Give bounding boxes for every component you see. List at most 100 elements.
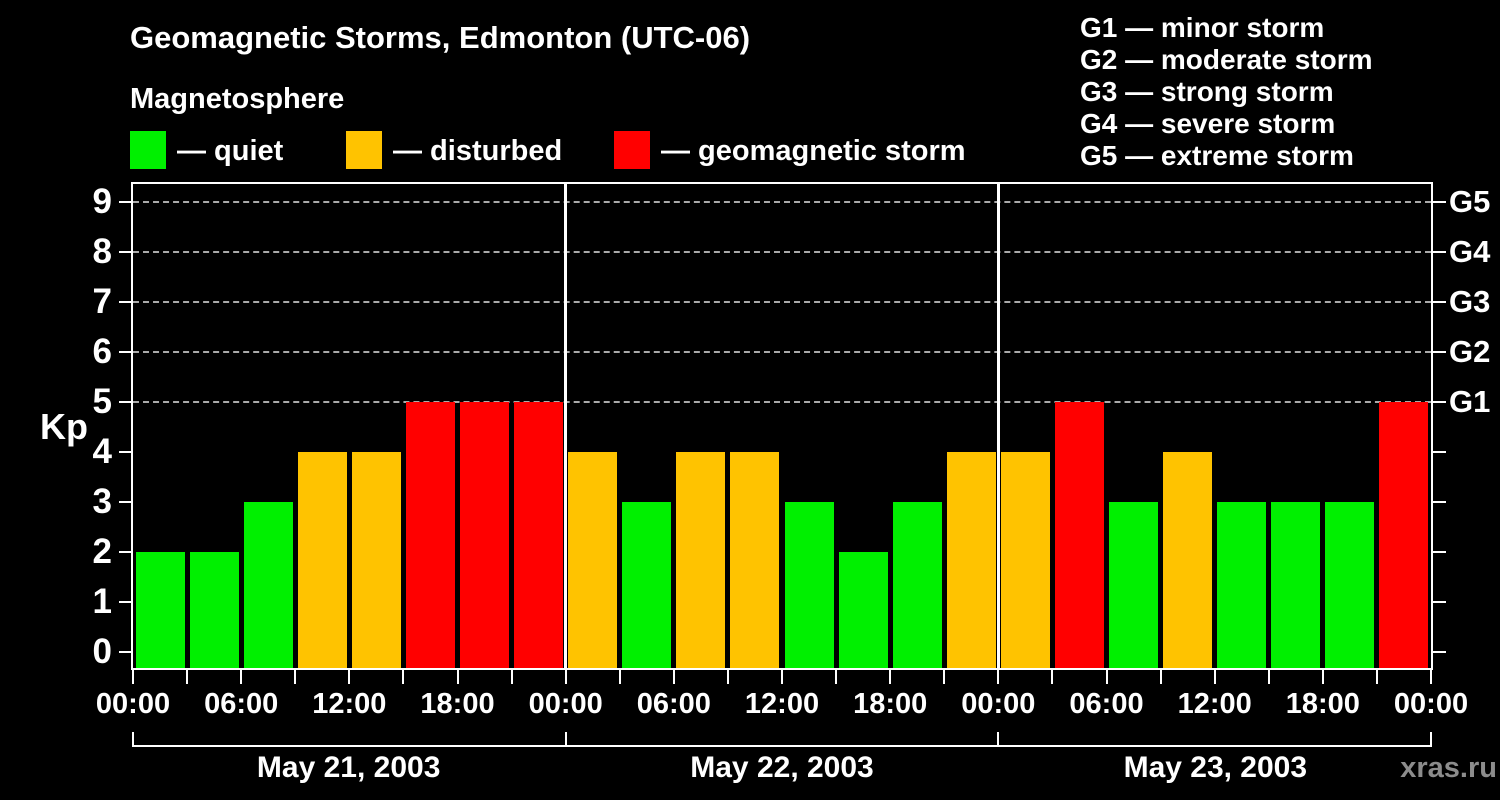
x-axis-label: 12:00 [312,688,387,720]
date-bracket [132,745,1432,747]
x-axis-label: 18:00 [853,688,928,720]
kp-bar [1109,502,1159,668]
kp-bar [730,452,780,668]
legend-label-quiet: — quiet [177,135,284,167]
kp-bar [514,402,564,668]
kp-bar [622,502,672,668]
kp-bar [460,402,510,668]
right-axis-tick [1433,351,1446,353]
x-axis-tick [348,670,351,684]
y-axis-label: 8 [92,232,112,271]
date-bracket-tick [997,732,1000,747]
x-axis-tick [132,670,134,684]
grid-line-kp9 [133,201,1431,203]
y-axis-title: Kp [40,406,88,447]
kp-bar [1271,502,1321,668]
x-axis-tick [1051,670,1054,684]
kp-bar [1163,452,1213,668]
x-axis-tick [889,670,892,684]
kp-bar [568,452,618,668]
right-axis-tick [1433,501,1446,503]
kp-bar [1325,502,1375,668]
x-axis-tick [1105,670,1108,684]
legend-swatch-quiet [130,131,166,169]
x-axis-label: 18:00 [1285,688,1360,720]
kp-bar [892,502,942,668]
g-level-label: G4 [1449,234,1491,269]
x-axis-tick [672,670,675,684]
x-axis-label: 12:00 [1177,688,1252,720]
x-axis-tick [240,670,243,684]
g-level-label: G3 [1449,284,1491,319]
grid-line-kp7 [133,301,1431,303]
x-axis-label: 18:00 [420,688,495,720]
g-legend-line-g1: G1 — minor storm [1080,12,1325,43]
right-axis-tick [1433,451,1446,453]
page-subtitle: Magnetosphere [130,83,345,115]
x-axis-label: 06:00 [636,688,711,720]
y-axis-label: 0 [92,632,112,671]
y-axis-label: 7 [92,282,112,321]
x-axis-tick [402,670,405,684]
g-legend-line-g5: G5 — extreme storm [1080,140,1354,171]
legend-label-storm: — geomagnetic storm [661,135,966,167]
date-label: May 22, 2003 [690,751,874,784]
x-axis-label: 00:00 [528,688,603,720]
kp-bar [838,552,888,668]
x-axis-tick [1430,670,1432,684]
kp-bar [297,452,347,668]
x-axis-tick [564,670,567,684]
g-legend-line-g4: G4 — severe storm [1080,108,1336,139]
grid-line-kp6 [133,351,1431,353]
kp-bar [189,552,239,668]
x-axis-tick [186,670,189,684]
x-axis-tick [456,670,459,684]
kp-bar [1000,452,1050,668]
kp-bar [405,402,455,668]
right-axis-tick [1433,301,1446,303]
right-axis-tick [1433,551,1446,553]
y-axis-label: 9 [92,182,112,221]
y-axis-label: 3 [92,482,112,521]
g-legend-line-g2: G2 — moderate storm [1080,44,1373,75]
plot-area [131,182,1433,670]
watermark: xras.ru [1400,752,1497,784]
g-legend-line-g3: G3 — strong storm [1080,76,1334,107]
g-level-label: G1 [1449,384,1491,419]
kp-bar [784,502,834,668]
kp-bar [351,452,401,668]
date-label: May 21, 2003 [256,751,441,784]
kp-bar [1217,502,1267,668]
x-axis-tick [943,670,946,684]
day-divider [996,184,1000,668]
right-axis-tick [1433,651,1446,653]
x-axis-tick [726,670,729,684]
right-axis-tick [1433,201,1446,203]
kp-bar [1379,402,1429,668]
x-axis-label: 00:00 [95,688,171,720]
x-axis-tick [781,670,783,684]
x-axis-label: 06:00 [204,688,279,720]
right-axis-tick [1433,401,1446,403]
x-axis-tick [1321,670,1324,684]
x-axis-label: 12:00 [744,688,820,720]
x-axis-tick [510,670,513,684]
kp-bar [676,452,726,668]
legend-swatch-disturbed [346,131,382,169]
x-axis-label: 00:00 [961,688,1036,720]
grid-line-kp8 [133,251,1431,253]
x-axis-tick [1213,670,1216,684]
right-axis-tick [1433,601,1446,603]
date-label: May 23, 2003 [1123,751,1308,784]
x-axis-tick [997,670,1000,684]
kp-bar [135,552,185,668]
g-level-label: G5 [1449,184,1491,219]
date-bracket-tick [564,732,567,747]
x-axis-tick [1375,670,1378,684]
date-bracket-tick [1430,732,1432,747]
g-level-label: G2 [1449,334,1491,369]
date-bracket-tick [132,732,134,747]
y-axis-label: 2 [92,532,112,571]
legend-swatch-storm [614,131,650,169]
